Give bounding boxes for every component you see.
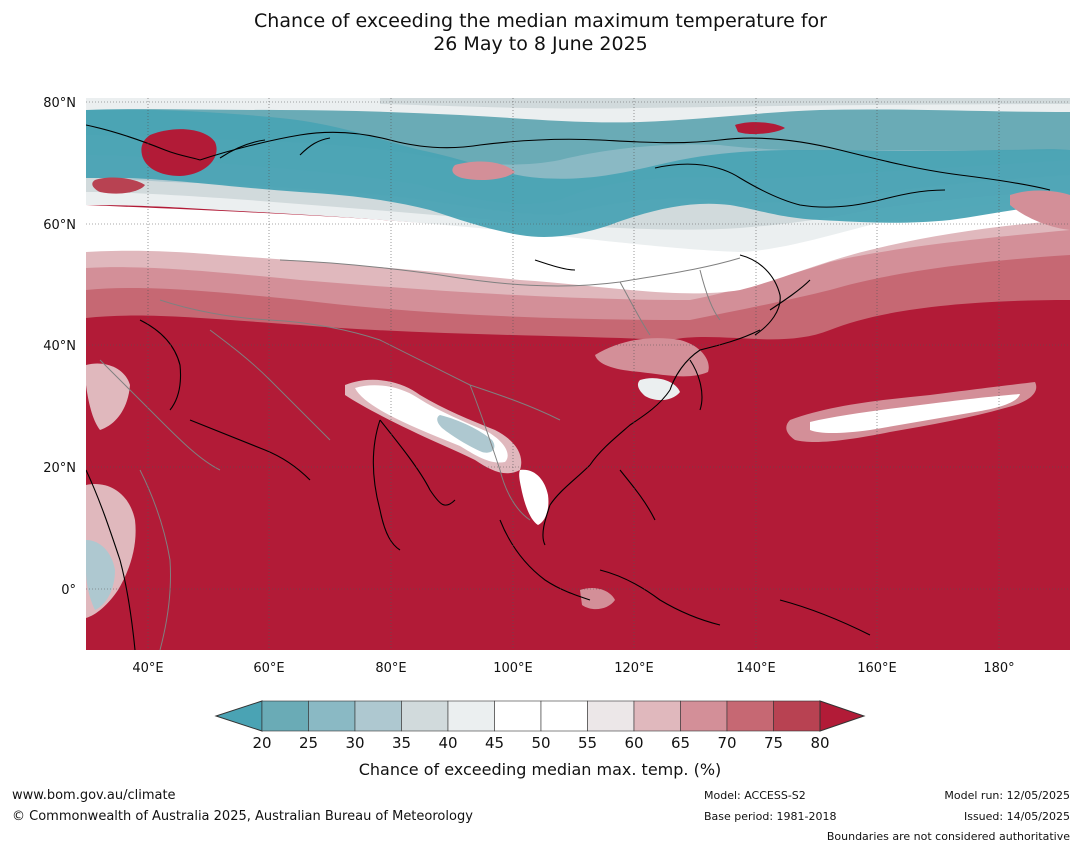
colorbar-tick-55: 55 [578,734,597,752]
lon-label-120e: 120°E [614,661,654,676]
band-45-55 [86,198,1070,294]
colorbar-tick-35: 35 [392,734,411,752]
plateau-band-30-35 [437,415,495,453]
lat-label-60n: 60°N [43,218,76,233]
model-name: Model: ACCESS-S2 [704,789,806,802]
warm-pocket-arctic [735,122,785,135]
lat-label-80n: 80°N [43,96,76,111]
lon-label-60e: 60°E [253,661,284,676]
colorbar-segment-75-80 [773,700,821,732]
colorbar-extend-low [214,700,263,732]
colorbar-segment-25-30 [308,700,356,732]
colorbar: 20 25 30 35 40 45 50 55 60 65 70 75 80 C… [214,700,866,779]
arctic-edge-band [380,98,1070,109]
colorbar-tick-50: 50 [531,734,550,752]
ne-asia-band-65-70 [595,338,709,377]
east-africa-band-30-35 [86,540,115,610]
band-20-25 [86,98,1070,165]
lon-label-40e: 40°E [132,661,163,676]
lat-label-equator: 0° [61,583,76,598]
colorbar-segment-45-50 [494,700,542,732]
map-panel [86,98,1070,650]
lat-label-40n: 40°N [43,339,76,354]
colorbar-segment-65-70 [680,700,728,732]
coastlines [86,124,1051,650]
model-run-date: Model run: 12/05/2025 [944,789,1070,802]
mideast-band-60-65 [86,363,130,430]
warm-pocket-baltic [92,177,145,194]
warm-pocket-alaska [1010,190,1070,230]
colorbar-tick-25: 25 [299,734,318,752]
lon-label-80e: 80°E [375,661,406,676]
colorbar-segment-20-25 [261,700,309,732]
colorbar-segment-40-45 [447,700,495,732]
issued-date: Issued: 14/05/2025 [963,810,1070,823]
colorbar-tick-20: 20 [252,734,271,752]
borneo-band-65-70 [580,588,615,610]
website-url: www.bom.gov.au/climate [12,788,176,803]
lat-label-20n: 20°N [43,461,76,476]
lon-label-180: 180° [983,661,1014,676]
colorbar-tick-30: 30 [345,734,364,752]
colorbar-tick-60: 60 [624,734,643,752]
gridlines [86,98,1070,650]
warm-pocket-siberia [452,161,515,180]
band-below-20 [86,109,1070,237]
colorbar-tick-45: 45 [485,734,504,752]
boundaries-disclaimer: Boundaries are not considered authoritat… [826,830,1070,843]
colorbar-segment-55-60 [587,700,635,732]
colorbar-segment-70-75 [726,700,774,732]
colorbar-extend-high [819,700,866,732]
pacific-band-45-55 [810,394,1020,433]
warm-pocket-scandinavia [141,129,217,176]
copyright-notice: © Commonwealth of Australia 2025, Austra… [12,809,473,824]
indochina-band-45-55 [519,469,549,525]
lon-label-140e: 140°E [736,661,776,676]
colorbar-tick-65: 65 [671,734,690,752]
colorbar-segment-35-40 [401,700,449,732]
colorbar-label: Chance of exceeding median max. temp. (%… [359,760,722,779]
country-borders [99,257,741,650]
map-title-line-2: 26 May to 8 June 2025 [433,33,648,55]
colorbar-segment-60-65 [633,700,681,732]
map-title-line-1: Chance of exceeding the median maximum t… [254,10,827,32]
lon-label-100e: 100°E [493,661,533,676]
colorbar-segment-30-35 [354,700,402,732]
lon-label-160e: 160°E [857,661,897,676]
colorbar-tick-70: 70 [717,734,736,752]
colorbar-tick-80: 80 [810,734,829,752]
colorbar-tick-40: 40 [438,734,457,752]
colorbar-tick-75: 75 [764,734,783,752]
colorbar-segment-50-55 [540,700,588,732]
base-period: Base period: 1981-2018 [704,810,837,823]
korea-band-40-45 [637,378,680,401]
